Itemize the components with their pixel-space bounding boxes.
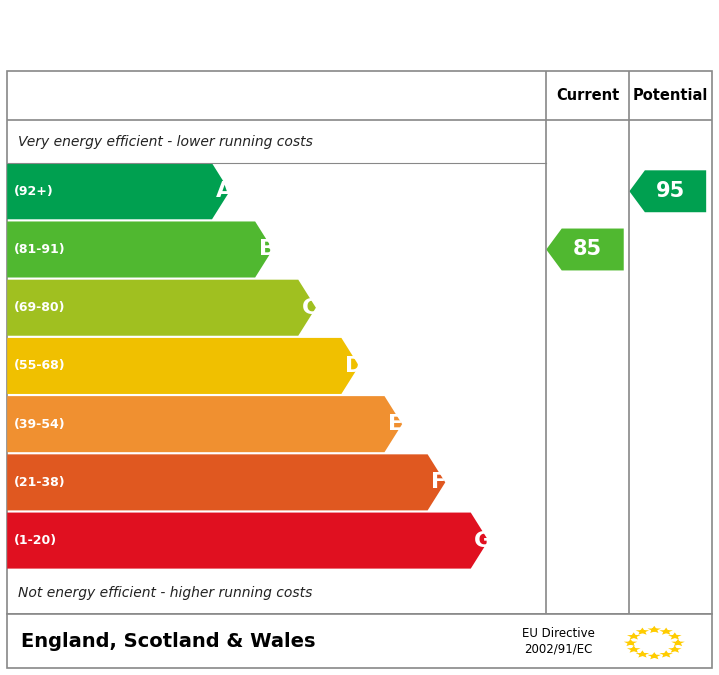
- Polygon shape: [546, 229, 623, 271]
- Polygon shape: [629, 170, 706, 212]
- Text: (92+): (92+): [14, 185, 54, 198]
- Polygon shape: [7, 338, 359, 394]
- Polygon shape: [636, 628, 649, 634]
- Polygon shape: [7, 279, 316, 335]
- Text: Very energy efficient - lower running costs: Very energy efficient - lower running co…: [18, 134, 313, 148]
- Text: EU Directive
2002/91/EC: EU Directive 2002/91/EC: [521, 627, 595, 655]
- Text: Energy Efficiency Rating: Energy Efficiency Rating: [13, 18, 511, 53]
- Text: (21-38): (21-38): [14, 476, 66, 489]
- Polygon shape: [659, 651, 673, 657]
- Text: (1-20): (1-20): [14, 534, 58, 547]
- Text: D: D: [345, 356, 363, 376]
- Polygon shape: [668, 632, 682, 639]
- Polygon shape: [624, 639, 637, 646]
- Text: (81-91): (81-91): [14, 243, 66, 256]
- Polygon shape: [648, 652, 661, 659]
- Text: 85: 85: [573, 240, 603, 259]
- Polygon shape: [659, 628, 673, 634]
- Text: A: A: [216, 182, 233, 201]
- Polygon shape: [7, 396, 402, 452]
- Text: C: C: [302, 298, 319, 318]
- Text: 95: 95: [656, 182, 685, 201]
- Text: (55-68): (55-68): [14, 359, 66, 373]
- Text: Not energy efficient - higher running costs: Not energy efficient - higher running co…: [18, 585, 312, 599]
- Text: Potential: Potential: [633, 88, 708, 103]
- FancyBboxPatch shape: [7, 614, 712, 668]
- Text: F: F: [431, 472, 446, 492]
- Polygon shape: [7, 512, 488, 568]
- Text: (69-80): (69-80): [14, 301, 65, 314]
- Polygon shape: [668, 645, 682, 653]
- Polygon shape: [7, 454, 445, 510]
- Text: England, Scotland & Wales: England, Scotland & Wales: [22, 632, 316, 651]
- Polygon shape: [627, 645, 641, 653]
- Text: E: E: [388, 414, 403, 434]
- Text: Current: Current: [557, 88, 620, 103]
- Polygon shape: [7, 221, 273, 277]
- Text: (39-54): (39-54): [14, 418, 66, 431]
- Polygon shape: [636, 651, 649, 657]
- Polygon shape: [7, 163, 229, 219]
- Polygon shape: [627, 632, 641, 639]
- Polygon shape: [648, 626, 661, 633]
- Polygon shape: [672, 639, 684, 646]
- Text: G: G: [475, 531, 493, 551]
- Text: B: B: [259, 240, 275, 259]
- FancyBboxPatch shape: [7, 71, 712, 614]
